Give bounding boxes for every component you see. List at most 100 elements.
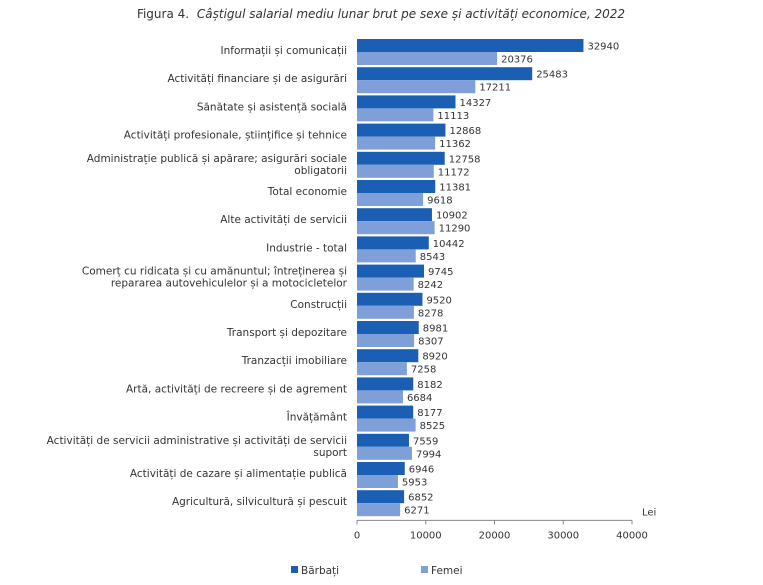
data-label: 7994 [416, 449, 441, 460]
category-label-line: Artă, activități de recreere și de agrem… [126, 383, 347, 395]
category-label: Industrie - total [266, 242, 347, 254]
x-tick-label: 20000 [479, 530, 511, 541]
data-label: 6946 [409, 465, 434, 476]
bar-barbati [357, 208, 432, 222]
category-label-line: Informații și comunicații [221, 45, 348, 57]
bar-femei [357, 164, 434, 178]
x-tick-label: 0 [354, 530, 360, 541]
category-label: Alte activități de servicii [220, 214, 347, 226]
category-label: Transport și depozitare [226, 327, 347, 339]
data-label: 6271 [404, 506, 429, 517]
data-label: 11113 [437, 111, 469, 122]
data-label: 9520 [426, 295, 451, 306]
category-label: Învățământ [286, 411, 347, 424]
data-label: 7559 [413, 436, 438, 447]
legend-label: Bărbați [301, 565, 339, 577]
category-label-line: Alte activități de servicii [220, 214, 347, 226]
bar-femei [357, 277, 414, 291]
data-label: 6852 [408, 493, 433, 504]
category-label: Agricultură, silvicultură și pescuit [172, 496, 347, 508]
category-label: Artă, activități de recreere și de agrem… [126, 383, 347, 395]
bar-barbati [357, 321, 419, 334]
category-label: Administrație publică și apărare; asigur… [87, 153, 347, 177]
category-label-line: Administrație publică și apărare; asigur… [87, 153, 347, 165]
bar-femei [357, 136, 436, 150]
category-label: Activități profesionale, științifice și … [124, 130, 347, 142]
category-label-line: Industrie - total [266, 242, 347, 254]
category-label-line: Învățământ [286, 411, 347, 424]
category-label-line: Activități financiare și de asigurări [167, 73, 347, 85]
bar-femei [357, 362, 407, 376]
data-label: 7258 [411, 365, 436, 376]
category-label-line: Activități de servicii administrative și… [47, 435, 347, 447]
bar-barbati [357, 95, 456, 109]
bar-femei [357, 503, 401, 517]
data-label: 8182 [417, 380, 442, 391]
data-label: 8525 [420, 421, 445, 432]
bar-femei [357, 475, 398, 488]
category-label-line: Comerț cu ridicata și cu amănuntul; într… [82, 266, 347, 278]
category-label-line: obligatorii [294, 165, 347, 177]
bar-femei [357, 390, 403, 404]
data-label: 8242 [418, 280, 443, 291]
category-label-line: Transport și depozitare [226, 327, 347, 339]
category-label: Sănătate și asistență socială [197, 101, 347, 113]
data-label: 10442 [433, 239, 465, 250]
bar-barbati [357, 377, 414, 391]
data-label: 11381 [439, 183, 471, 194]
category-label-line: Agricultură, silvicultură și pescuit [172, 496, 347, 508]
data-label: 8981 [423, 324, 448, 335]
x-tick-label: 30000 [547, 530, 579, 541]
data-label: 11172 [438, 167, 470, 178]
data-label: 5953 [402, 478, 427, 489]
data-label: 17211 [479, 83, 511, 94]
bar-barbati [357, 462, 405, 475]
legend-label: Femei [431, 565, 463, 577]
bar-barbati [357, 180, 436, 193]
category-label: Total economie [267, 186, 347, 198]
data-label: 11362 [439, 139, 471, 150]
bar-barbati [357, 151, 445, 165]
data-label: 10902 [436, 211, 468, 222]
category-label-line: Construcții [290, 299, 347, 311]
bar-femei [357, 305, 414, 319]
category-label: Activități financiare și de asigurări [167, 73, 347, 85]
x-axis: 0 10000 20000 30000 40000 Lei [354, 507, 657, 541]
bar-barbati [357, 67, 533, 81]
category-label-line: repararea autovehiculelor și a motocicle… [111, 278, 348, 290]
bar-femei [357, 193, 424, 206]
category-label: Activități de cazare și alimentație publ… [130, 468, 347, 480]
bar-barbati [357, 292, 423, 306]
category-label-line: Activități profesionale, științifice și … [124, 130, 347, 142]
category-label: Construcții [290, 299, 347, 311]
data-label: 6684 [407, 393, 432, 404]
category-label-line: Total economie [267, 186, 347, 198]
legend-swatch [291, 566, 298, 573]
category-labels: Informații și comunicații Activități fina… [47, 45, 348, 508]
x-axis-unit: Lei [642, 507, 656, 518]
category-label: Activități de servicii administrative și… [47, 435, 347, 459]
data-label: 9745 [428, 267, 453, 278]
bar-barbati [357, 264, 424, 278]
bar-barbati [357, 433, 409, 447]
category-label: Comerț cu ridicata și cu amănuntul; într… [82, 266, 348, 290]
bar-barbati [357, 236, 429, 250]
legend-swatch [421, 566, 428, 573]
x-tick-label: 10000 [410, 530, 442, 541]
data-label: 8920 [422, 352, 447, 363]
category-label: Informații și comunicații [221, 45, 348, 57]
data-label: 8177 [417, 408, 442, 419]
data-label: 20376 [501, 55, 533, 66]
bar-barbati [357, 123, 446, 137]
chart-title: Figura 4. Câștigul salarial mediu lunar … [137, 7, 625, 21]
category-label-line: Activități de cazare și alimentație publ… [130, 468, 347, 480]
bar-femei [357, 52, 498, 65]
bar-femei [357, 334, 415, 347]
bar-femei [357, 80, 476, 94]
bar-barbati [357, 490, 405, 504]
bar-femei [357, 108, 434, 122]
bar-femei [357, 446, 412, 460]
data-label: 12868 [449, 126, 481, 137]
category-label-line: Sănătate și asistență socială [197, 101, 347, 113]
